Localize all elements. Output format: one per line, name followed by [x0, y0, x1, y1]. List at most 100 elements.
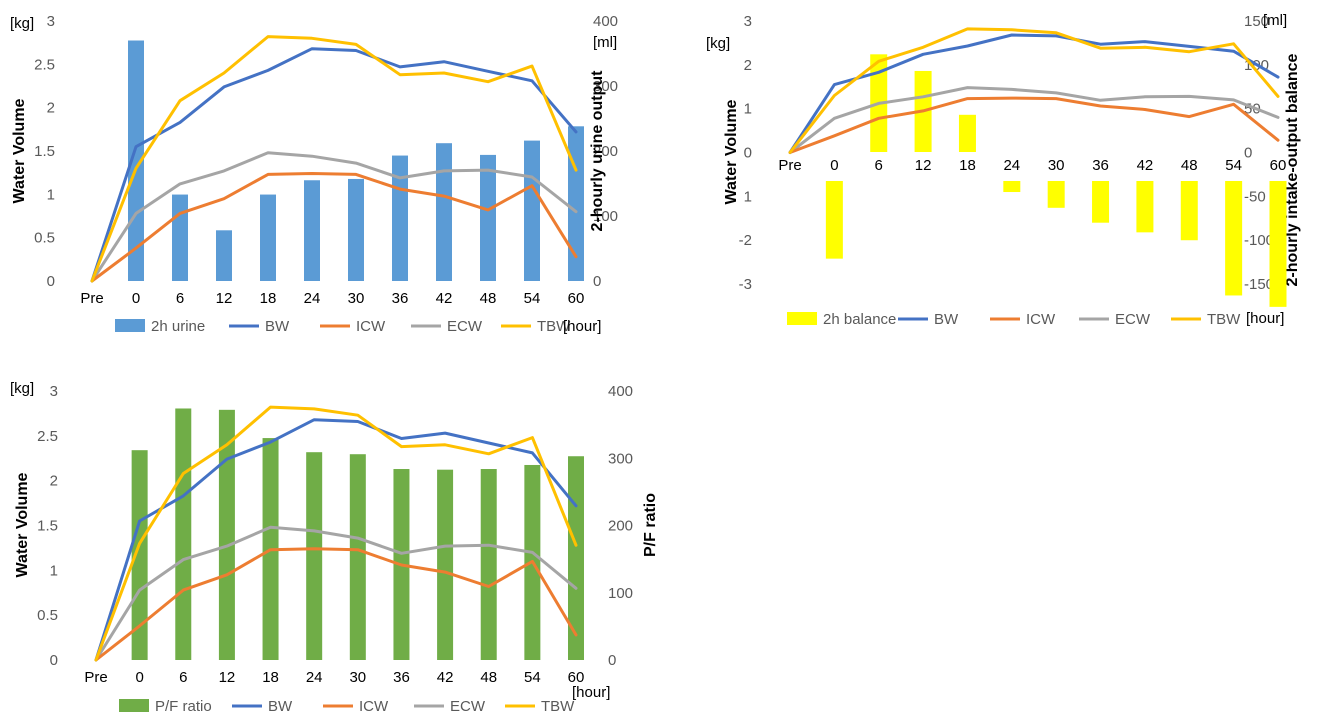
- series-line-bw: [94, 418, 578, 662]
- y2-axis-title: P/F ratio: [642, 493, 659, 557]
- y-tick-label: 1.5: [34, 143, 55, 160]
- x-tick-label: 54: [524, 290, 541, 307]
- x-tick-label: 18: [260, 290, 277, 307]
- x-tick-label: 0: [135, 669, 143, 686]
- bar: [392, 155, 408, 281]
- bar: [958, 114, 976, 152]
- bar: [1003, 181, 1021, 193]
- chart-1: 00.511.522.530100200300400[kg][ml]Water …: [10, 13, 618, 335]
- legend-label: ECW: [450, 698, 486, 715]
- legend: 2h urine BW ICW ECW TBW: [115, 318, 571, 335]
- x-tick-label: 54: [1225, 157, 1242, 174]
- x-tick-label: 12: [216, 290, 233, 307]
- y-tick-label: 1: [744, 101, 752, 118]
- y-tick-label: 2: [50, 473, 58, 490]
- x-tick-label: 42: [437, 669, 454, 686]
- legend-swatch-bar: [115, 319, 145, 332]
- left-unit-label: [kg]: [10, 380, 34, 397]
- series-line-icw: [90, 172, 578, 283]
- x-tick-label: 30: [1048, 157, 1065, 174]
- bar: [524, 140, 540, 281]
- y-axis-title: Water Volume: [11, 98, 28, 203]
- bar: [216, 230, 232, 281]
- bar: [1180, 181, 1198, 241]
- bar: [349, 454, 366, 660]
- x-tick-label: Pre: [778, 157, 801, 174]
- x-tick-label: 12: [219, 669, 236, 686]
- bar: [480, 154, 496, 281]
- series-line-tbw: [94, 405, 578, 662]
- bar: [568, 456, 584, 660]
- y-tick-label: -3: [739, 276, 752, 293]
- y-tick-label: 0.5: [37, 607, 58, 624]
- y-tick-label: -2: [739, 232, 752, 249]
- y-tick-label: 0: [744, 145, 752, 162]
- x-tick-label: 48: [1181, 157, 1198, 174]
- y2-tick-label: 0: [593, 273, 601, 290]
- x-tick-label: 36: [392, 290, 409, 307]
- legend-label: BW: [934, 311, 959, 328]
- x-tick-label: 6: [176, 290, 184, 307]
- legend-label: 2h urine: [151, 318, 205, 335]
- x-tick-label: Pre: [84, 669, 107, 686]
- x-tick-label: 24: [306, 669, 323, 686]
- bar: [175, 408, 192, 660]
- series-line-bw: [788, 33, 1280, 154]
- bar: [480, 469, 497, 660]
- bar: [260, 194, 276, 281]
- series-line-bw: [90, 47, 578, 283]
- legend-swatch-bar: [787, 312, 817, 325]
- bar: [1225, 181, 1243, 296]
- x-tick-label: 24: [1003, 157, 1020, 174]
- y-tick-label: 1: [50, 562, 58, 579]
- y2-axis-title: 2-hourly urine output: [589, 70, 606, 232]
- y2-tick-label: -50: [1244, 188, 1266, 205]
- bar: [568, 126, 584, 281]
- y-tick-label: 3: [744, 13, 752, 30]
- y-axis-title: Water Volume: [14, 472, 31, 577]
- x-tick-label: 48: [480, 290, 497, 307]
- y-axis-title: Water Volume: [723, 99, 740, 204]
- x-tick-label: 60: [568, 290, 585, 307]
- y-tick-label: 0: [47, 273, 55, 290]
- y2-tick-label: 300: [593, 78, 618, 95]
- bar: [1092, 181, 1110, 223]
- bar: [1269, 181, 1287, 307]
- y2-tick-label: 0: [1244, 145, 1252, 162]
- x-tick-label: 42: [436, 290, 453, 307]
- bar: [437, 469, 454, 660]
- y-tick-label: 3: [50, 383, 58, 400]
- x-tick-label: 30: [349, 669, 366, 686]
- x-tick-label: 36: [1092, 157, 1109, 174]
- series-line-tbw: [788, 27, 1280, 154]
- y2-tick-label: 400: [593, 13, 618, 30]
- x-tick-label: 12: [915, 157, 932, 174]
- y2-tick-label: 200: [608, 518, 633, 535]
- y-tick-label: 0: [50, 652, 58, 669]
- y-tick-label: 1: [744, 188, 752, 205]
- right-unit-label: [ml]: [593, 34, 617, 51]
- legend-label: P/F ratio: [155, 698, 212, 715]
- y2-tick-label: -150: [1244, 276, 1274, 293]
- y2-tick-label: 100: [593, 208, 618, 225]
- x-unit-label: [hour]: [572, 684, 610, 701]
- series-line-icw: [94, 547, 578, 662]
- bar: [304, 180, 320, 281]
- right-unit-label: [ml]: [1263, 12, 1287, 29]
- y2-tick-label: 0: [608, 652, 616, 669]
- series-line-ecw: [90, 151, 578, 283]
- x-tick-label: 60: [1270, 157, 1287, 174]
- x-tick-label: 24: [304, 290, 321, 307]
- y-tick-label: 2: [47, 100, 55, 117]
- series-line-ecw: [788, 86, 1280, 154]
- legend: 2h balance BW ICW ECW TBW: [787, 311, 1241, 328]
- y-tick-label: 1: [47, 186, 55, 203]
- legend-label: 2h balance: [823, 311, 896, 328]
- legend-label: ICW: [356, 318, 386, 335]
- bar: [348, 178, 364, 281]
- x-tick-label: Pre: [80, 290, 103, 307]
- bar: [1136, 181, 1154, 233]
- legend-label: BW: [265, 318, 290, 335]
- bar: [825, 181, 843, 259]
